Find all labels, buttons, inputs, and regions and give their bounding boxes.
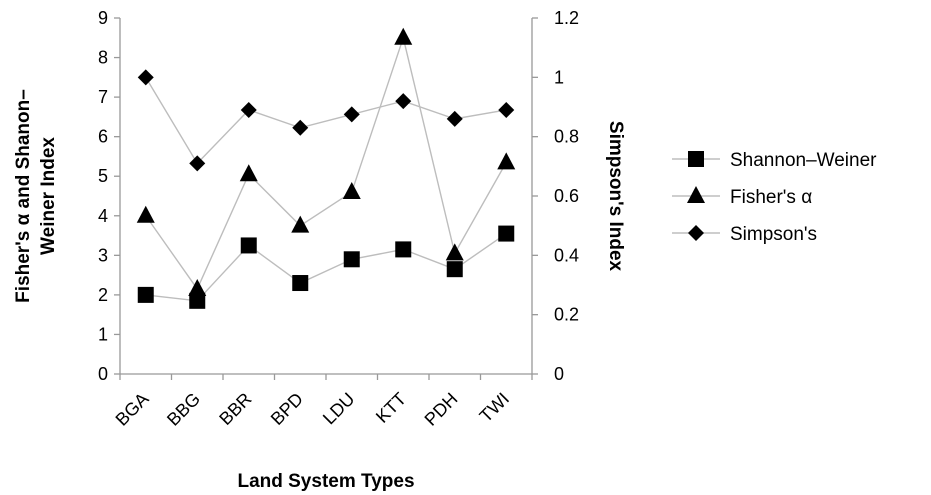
category-label: KTT: [372, 389, 410, 427]
legend-label: Fisher's α: [730, 187, 812, 208]
point-square: [343, 251, 360, 268]
x-tick-group: BGA BBG BBR BPD LDU KTT PDH TWI: [112, 374, 533, 430]
legend-marker-diamond: [688, 225, 704, 241]
left-tick-label: 9: [98, 8, 108, 28]
left-tick-label: 1: [98, 324, 108, 344]
series-line-square: [145, 233, 507, 302]
left-tick-group: 0 1 2 3 4 5 6 7 8 9: [98, 8, 120, 384]
right-axis-title-group: Simpson's Index: [605, 121, 626, 272]
category-label: BBG: [163, 389, 204, 430]
point-triangle: [239, 164, 258, 182]
point-triangle: [291, 215, 310, 233]
legend-label: Shannon–Weiner: [730, 150, 877, 171]
point-diamond: [189, 155, 206, 172]
left-tick-label: 3: [98, 245, 108, 265]
axes-group: [119, 18, 533, 375]
legend-marker-triangle: [687, 186, 705, 203]
series-line-triangle: [145, 35, 507, 291]
point-square: [240, 237, 257, 254]
category-label: PDH: [421, 389, 462, 430]
category-label: BGA: [112, 389, 153, 430]
x-axis-title: Land System Types: [237, 471, 414, 492]
point-diamond: [343, 106, 360, 123]
category-label: LDU: [319, 389, 359, 429]
left-tick-label: 5: [98, 166, 108, 186]
right-tick-group: 0 0.2 0.4 0.6 0.8 1 1.2: [532, 8, 579, 384]
point-diamond: [137, 69, 154, 86]
right-axis-title: Simpson's Index: [605, 121, 626, 272]
legend-label: Simpson's: [730, 224, 817, 245]
point-square: [189, 292, 206, 309]
point-square: [292, 275, 309, 292]
point-diamond: [240, 101, 257, 118]
left-axis-title-line1: Fisher's α and Shanon–: [13, 89, 34, 303]
category-label: TWI: [476, 389, 513, 426]
point-square: [446, 261, 463, 278]
point-diamond: [498, 101, 515, 118]
left-tick-label: 2: [98, 285, 108, 305]
point-square: [137, 286, 154, 303]
series-line-diamond: [145, 76, 507, 165]
right-tick-label: 1.2: [554, 8, 579, 28]
left-tick-label: 6: [98, 127, 108, 147]
series-markers: [136, 27, 516, 309]
category-label: BPD: [267, 389, 307, 429]
point-triangle: [342, 182, 361, 200]
right-tick-label: 0.6: [554, 186, 579, 206]
point-square: [395, 241, 412, 258]
legend: Shannon–Weiner Fisher's α Simpson's: [672, 150, 877, 245]
right-tick-label: 0.2: [554, 305, 579, 325]
legend-marker-square: [688, 151, 704, 167]
point-diamond: [395, 93, 412, 110]
right-tick-label: 0: [554, 364, 564, 384]
right-tick-label: 0.4: [554, 245, 579, 265]
left-tick-label: 4: [98, 206, 108, 226]
point-triangle: [445, 243, 464, 261]
left-axis-title-group: Fisher's α and Shanon– Weiner Index: [13, 89, 59, 303]
point-diamond: [292, 119, 309, 136]
right-tick-label: 0.8: [554, 127, 579, 147]
left-tick-label: 7: [98, 87, 108, 107]
left-axis-title-line2: Weiner Index: [38, 137, 59, 255]
series-lines: [145, 35, 507, 302]
point-triangle: [497, 152, 516, 170]
left-tick-label: 8: [98, 48, 108, 68]
point-square: [498, 225, 515, 242]
point-diamond: [446, 110, 463, 127]
point-triangle: [394, 27, 413, 45]
point-triangle: [188, 278, 207, 296]
point-triangle: [136, 205, 155, 223]
category-label: BBR: [215, 389, 255, 429]
right-tick-label: 1: [554, 67, 564, 87]
left-tick-label: 0: [98, 364, 108, 384]
